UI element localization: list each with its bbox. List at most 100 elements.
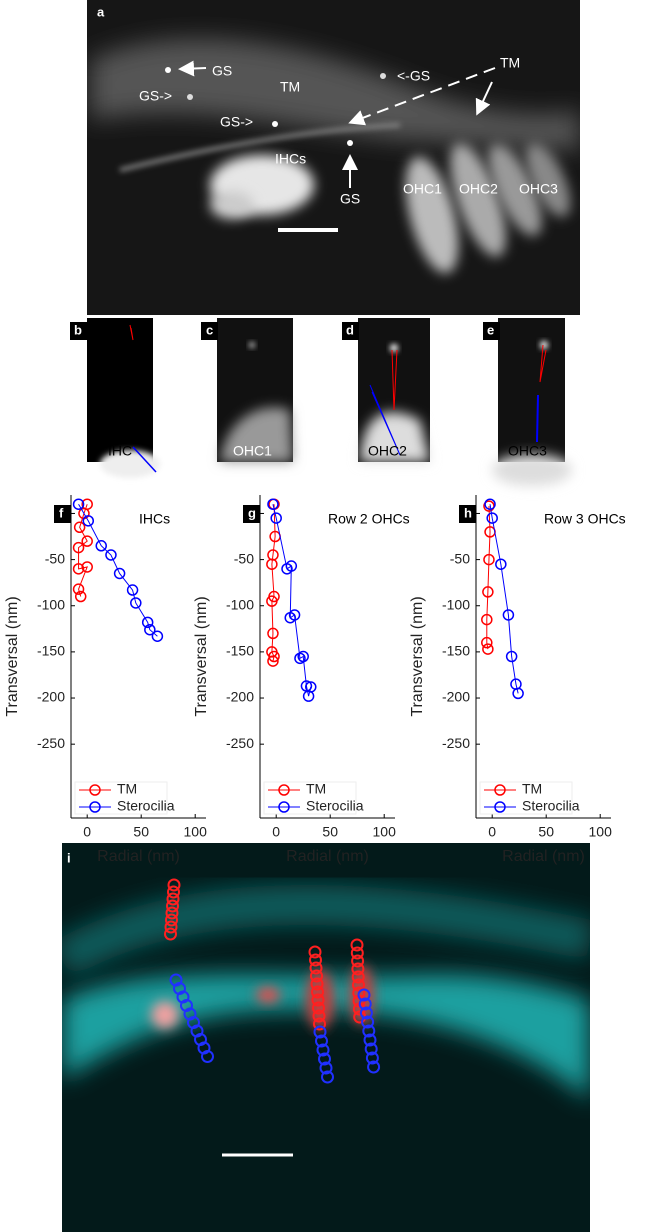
y-tick-label: -100 [37,596,65,612]
cell-label: OHC3 [508,443,547,459]
data-point [481,613,493,626]
image-b [87,318,160,478]
data-point [72,563,85,575]
legend-marker [278,801,290,813]
data-point [495,558,507,570]
overlay-marker [316,1043,330,1057]
overlay-marker [358,997,372,1011]
panel-label-box [342,322,359,340]
data-point [297,650,309,663]
data-point [267,627,279,640]
annotation: GS-> [139,88,172,104]
data-point [486,512,498,524]
data-point [512,687,524,700]
overlay-marker [359,1006,373,1020]
y-tick-label: -100 [442,596,470,612]
overlay-marker [309,961,323,975]
legend-label: TM [522,781,542,797]
data-point [141,616,154,629]
data-point [305,681,317,693]
chart-title: IHCs [139,511,170,527]
x-tick-label: 50 [322,824,338,840]
image-i [62,843,590,1232]
overlay-marker [164,920,178,934]
x-tick-label: 100 [373,824,397,840]
overlay-marker [167,885,180,899]
y-tick-label: -50 [450,550,470,566]
y-tick-label: -250 [226,735,254,751]
data-point [81,561,93,573]
data-point [285,560,298,572]
overlay-marker [361,1015,375,1029]
data-point [151,630,164,642]
overlay-marker [350,946,364,960]
overlay-marker [312,1009,326,1023]
annotation: OHC3 [519,181,558,197]
panel-label: a [97,4,105,19]
x-tick-label: 50 [133,824,149,840]
y-axis-label: Transversal (nm) [4,596,21,716]
overlay-marker [166,899,179,913]
data-point [482,643,494,655]
data-point [72,498,85,510]
data-point [266,558,278,570]
overlay-marker [319,1061,333,1075]
data-point [130,597,142,609]
x-axis-label: Radial (nm) [502,848,585,865]
x-tick-label: 0 [488,824,496,840]
overlay-marker [357,988,371,1002]
data-point [74,590,87,603]
panel-label-box [70,322,87,340]
image-a [87,0,580,315]
panel-label-box [459,505,476,523]
data-point [266,595,278,607]
overlay-marker [350,938,364,952]
overlay-marker [167,878,181,892]
y-axis-label: Transversal (nm) [409,596,426,716]
panel-label: g [248,505,256,520]
image-d [358,318,430,462]
chart-title: Row 2 OHCs [328,511,410,527]
y-tick-label: -150 [37,643,65,659]
panel-label: e [487,322,494,337]
overlay-marker [351,962,365,976]
chart-title: Row 3 OHCs [544,511,626,527]
data-point [505,650,518,663]
annotation: <-GS [397,68,430,84]
panel-label: c [206,322,213,337]
panel-label-box [243,505,260,523]
annotation: GS [340,191,360,207]
annotation: OHC1 [403,181,442,197]
overlay-marker [351,970,365,984]
data-point [82,515,95,527]
data-point [95,540,107,552]
data-point [270,512,282,524]
overlay-marker [165,906,179,920]
cell-label: OHC2 [368,443,407,459]
image-c [217,318,293,462]
legend-marker [278,784,290,796]
panel-label: d [346,322,354,337]
image-e [492,318,572,486]
x-tick-label: 100 [184,824,208,840]
y-tick-label: -200 [226,689,254,705]
x-tick-label: 0 [272,824,280,840]
overlay-marker [364,1042,378,1056]
panel-label-box [201,322,218,340]
overlay-marker [315,1034,328,1048]
y-axis-label: Transversal (nm) [193,596,210,716]
legend-label: Sterocilia [117,798,175,814]
data-point [73,521,86,534]
series-line [271,504,276,662]
overlay-marker [313,1017,326,1031]
overlay-marker [352,978,365,992]
overlay-marker [164,927,177,941]
overlay-marker [311,985,324,999]
annotation: IHCs [275,151,306,167]
legend-marker [494,801,506,813]
y-tick-label: -150 [442,643,470,659]
x-tick-label: 0 [83,824,91,840]
x-axis-label: Radial (nm) [286,848,369,865]
overlay-marker [310,977,324,991]
